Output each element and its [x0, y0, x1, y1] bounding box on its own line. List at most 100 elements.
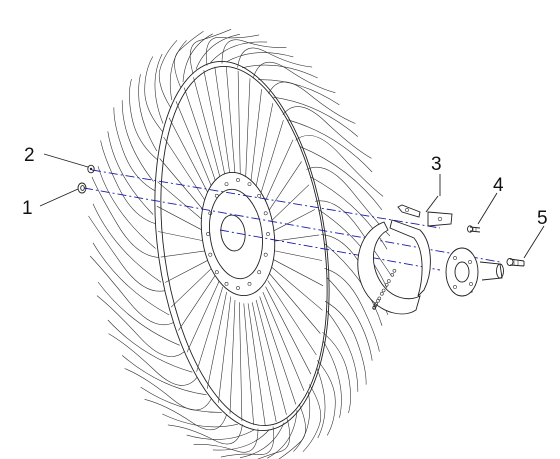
spoke [193, 77, 225, 193]
spoke [157, 181, 210, 227]
tine [322, 340, 342, 418]
spoke [265, 286, 312, 375]
segmented-ring-plate [357, 219, 431, 315]
spoke [244, 78, 251, 193]
rake-wheel-spokes [156, 66, 324, 426]
leader-4 [477, 192, 498, 225]
tine [92, 203, 162, 283]
spoke [183, 87, 221, 196]
spoke [178, 273, 217, 331]
spoke [262, 291, 305, 391]
tine [97, 281, 180, 346]
spoke [175, 101, 218, 201]
spoke [265, 184, 310, 227]
tine [315, 200, 392, 277]
callout-2: 2 [24, 145, 35, 166]
spoke [163, 136, 213, 212]
part-4-small-bolt [467, 225, 481, 233]
tine [97, 166, 156, 249]
hub-hole [247, 281, 252, 286]
spoke [259, 296, 297, 405]
tine [302, 384, 322, 452]
leader-2 [43, 153, 89, 168]
tine [295, 135, 384, 197]
tine [253, 61, 336, 93]
leader-3b [425, 195, 439, 213]
spoke [203, 70, 229, 190]
ring-hole [386, 279, 391, 283]
ring-hole [374, 302, 378, 306]
spoke [267, 280, 317, 356]
spoke [165, 258, 212, 283]
hub-hole [257, 270, 262, 275]
tine [317, 360, 336, 436]
spoke [270, 265, 323, 311]
spoke [160, 249, 211, 258]
tine [326, 310, 359, 392]
tine [113, 107, 156, 192]
tine [282, 106, 372, 159]
part-5-long-bolt [506, 257, 525, 267]
ring-bolt-holes [372, 268, 397, 310]
spoke [196, 286, 224, 372]
spoke [270, 257, 324, 287]
tine [108, 333, 198, 386]
tine [169, 40, 187, 101]
hub-hole [236, 178, 240, 182]
leader-1 [39, 188, 79, 207]
tine [324, 268, 380, 352]
hub-hole [263, 252, 268, 257]
tine [287, 119, 373, 173]
hub-bolt-holes [206, 178, 270, 290]
tine [100, 140, 156, 224]
part-1-hex-nut [77, 182, 87, 194]
tine [221, 39, 287, 64]
tine [107, 131, 154, 215]
tine [121, 100, 154, 182]
ring-hole [377, 296, 382, 301]
tine [154, 53, 164, 124]
tine [186, 429, 254, 440]
callout-4: 4 [493, 175, 504, 196]
spoke [170, 265, 215, 308]
spoke [206, 292, 227, 389]
tine [129, 79, 158, 161]
hub-hole [208, 211, 213, 216]
tine [318, 209, 388, 289]
spoke [239, 302, 243, 422]
spoke [186, 280, 220, 353]
tine [124, 368, 212, 411]
tine [322, 331, 351, 413]
rake-wheel-rim [154, 60, 330, 432]
hub-hole [266, 232, 270, 236]
tine [162, 413, 238, 428]
tine [220, 426, 274, 458]
spoke [157, 231, 210, 243]
spoke [218, 296, 231, 403]
tine [88, 215, 165, 292]
tine [189, 29, 232, 74]
tine [300, 146, 383, 211]
tine [167, 424, 243, 445]
tine [242, 64, 318, 79]
spoke [247, 303, 266, 426]
hub-hole [214, 193, 219, 198]
tine [310, 176, 388, 250]
spoke [249, 89, 262, 196]
spoke [256, 120, 284, 206]
spoke [237, 70, 241, 190]
tine [174, 30, 204, 89]
tine [92, 242, 170, 316]
tine [138, 74, 158, 152]
spoke [229, 299, 236, 414]
tine [326, 277, 373, 361]
tine [206, 34, 260, 66]
rake-wheel-tines [88, 29, 392, 459]
tine [293, 391, 311, 452]
tine [278, 403, 306, 459]
spoke [243, 303, 254, 426]
tine [237, 47, 313, 68]
tine [210, 41, 268, 63]
hub-hole [206, 232, 210, 236]
